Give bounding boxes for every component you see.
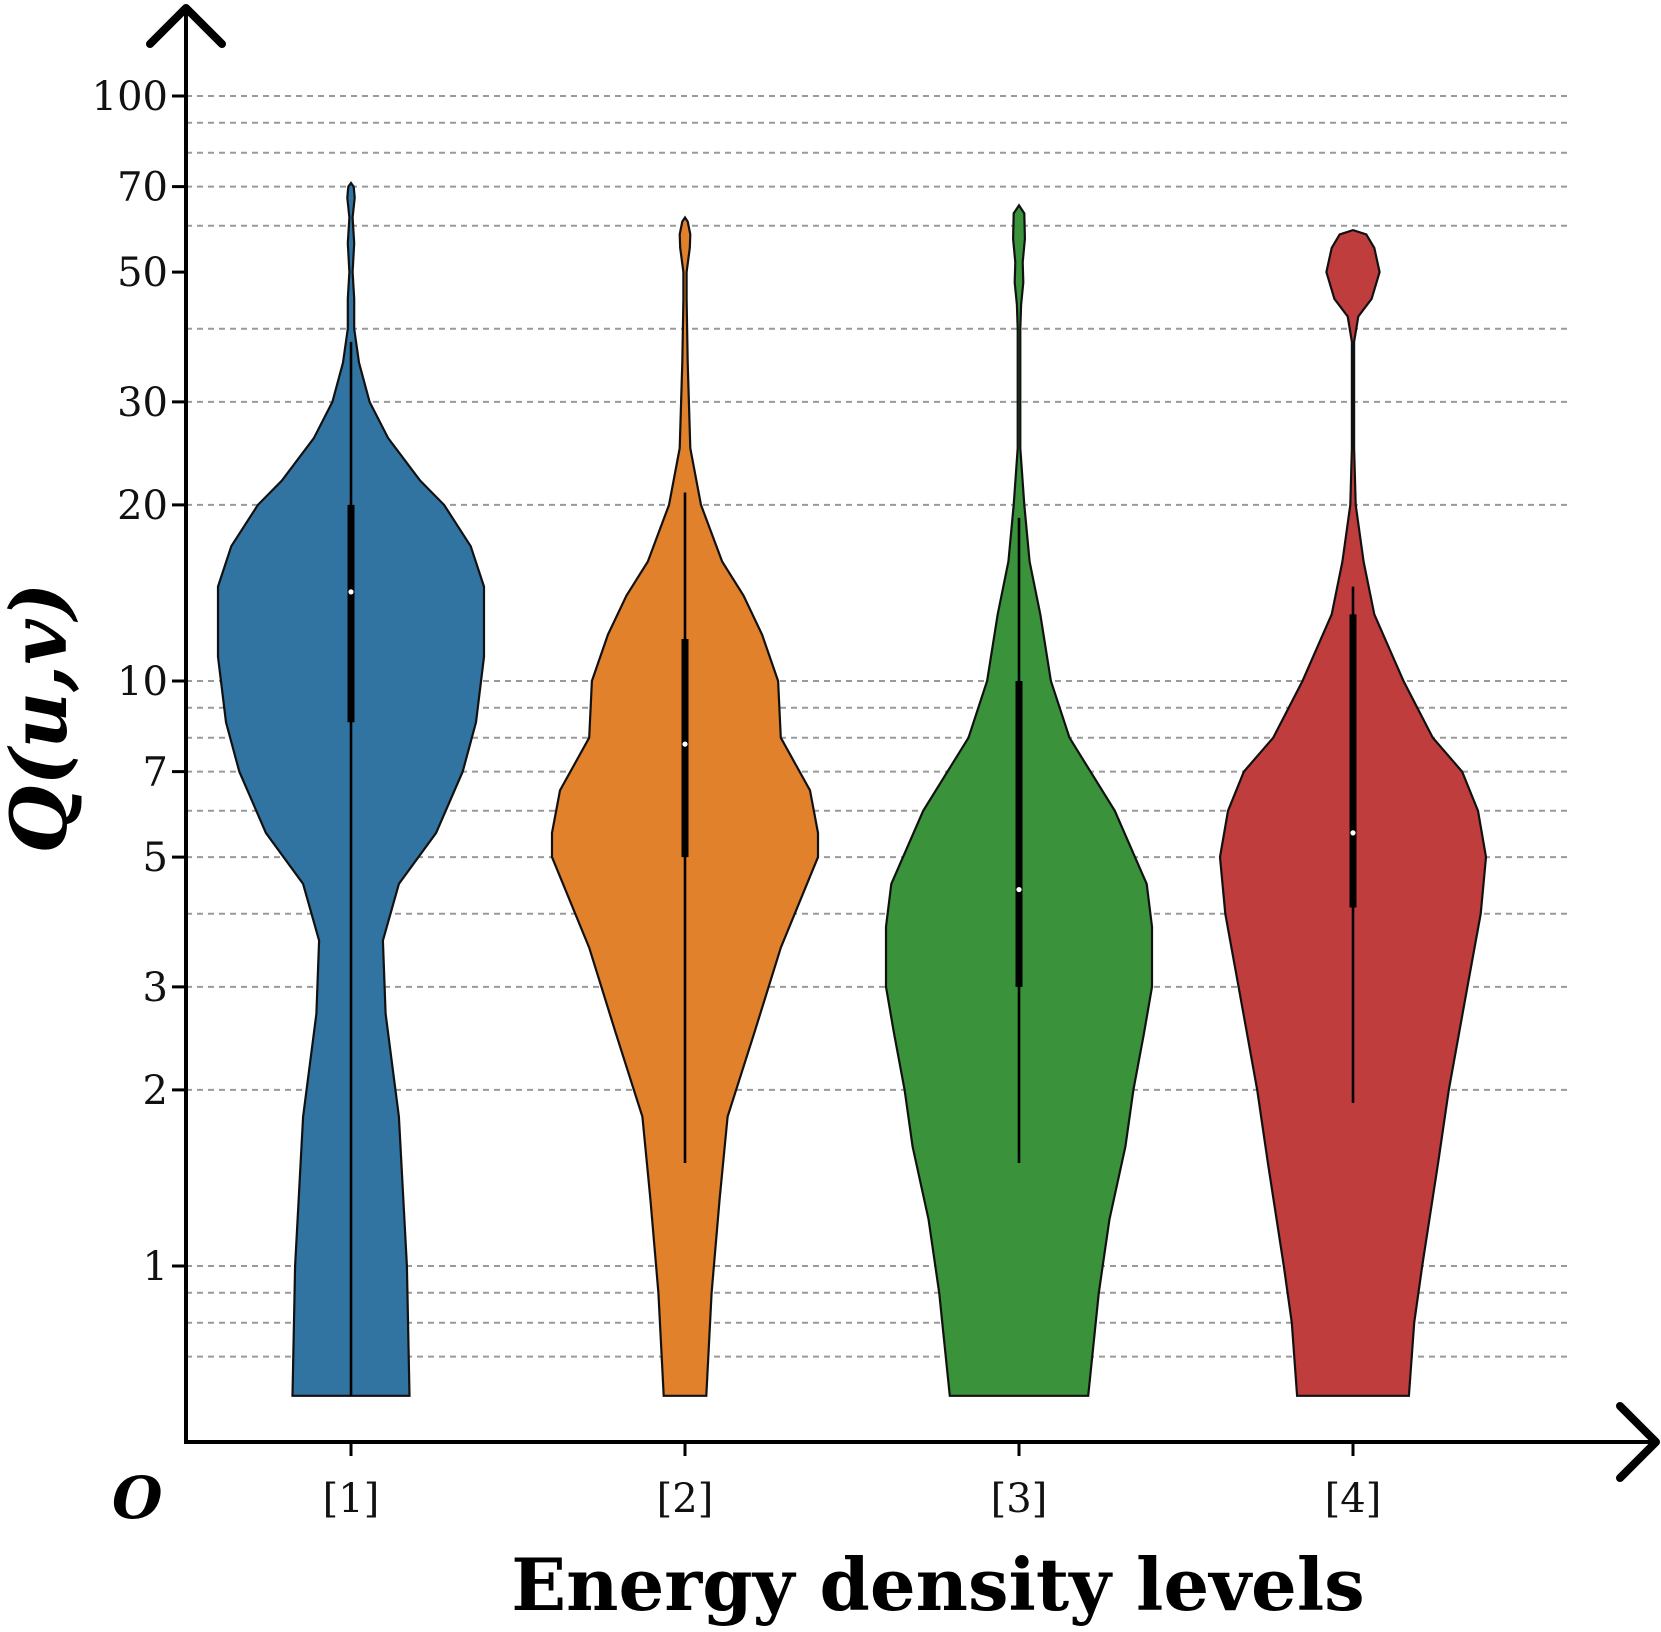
y-tick-labels: 1 2 3 5 7 10 20 30 50 70 100 bbox=[92, 74, 186, 1290]
y-tick-label: 70 bbox=[117, 165, 168, 211]
y-tick-label: 3 bbox=[143, 965, 168, 1011]
x-tick-label: [1] bbox=[323, 1476, 380, 1522]
y-axis-arrow bbox=[146, 4, 226, 48]
median-point bbox=[682, 741, 688, 747]
axes bbox=[146, 4, 1660, 1482]
y-tick-label: 100 bbox=[92, 74, 168, 120]
y-axis-label: Q(u,v) bbox=[0, 583, 85, 854]
violin-2 bbox=[550, 215, 820, 1397]
y-tick-label: 2 bbox=[143, 1068, 168, 1114]
median-point bbox=[348, 589, 354, 595]
y-tick-label: 10 bbox=[117, 659, 168, 705]
median-point bbox=[1350, 830, 1356, 836]
median-point bbox=[1016, 886, 1022, 893]
x-tick-labels: [1] [2] [3] [4] bbox=[323, 1442, 1382, 1522]
x-axis-label: Energy density levels bbox=[511, 1542, 1364, 1627]
y-tick-label: 7 bbox=[143, 750, 168, 796]
y-tick-label: 50 bbox=[117, 250, 168, 296]
violins bbox=[216, 181, 1488, 1397]
violin-3 bbox=[884, 203, 1154, 1397]
x-tick-label: [3] bbox=[991, 1476, 1048, 1522]
y-tick-label: 20 bbox=[117, 483, 168, 529]
x-tick-label: [4] bbox=[1325, 1476, 1382, 1522]
y-tick-label: 5 bbox=[143, 835, 168, 881]
x-axis-arrow bbox=[1616, 1402, 1660, 1482]
violin-4 bbox=[1218, 228, 1488, 1397]
violin-1 bbox=[216, 181, 486, 1397]
y-tick-label: 1 bbox=[143, 1244, 168, 1290]
x-tick-label: [2] bbox=[657, 1476, 714, 1522]
y-tick-label: 30 bbox=[117, 380, 168, 426]
origin-label: O bbox=[112, 1464, 163, 1532]
